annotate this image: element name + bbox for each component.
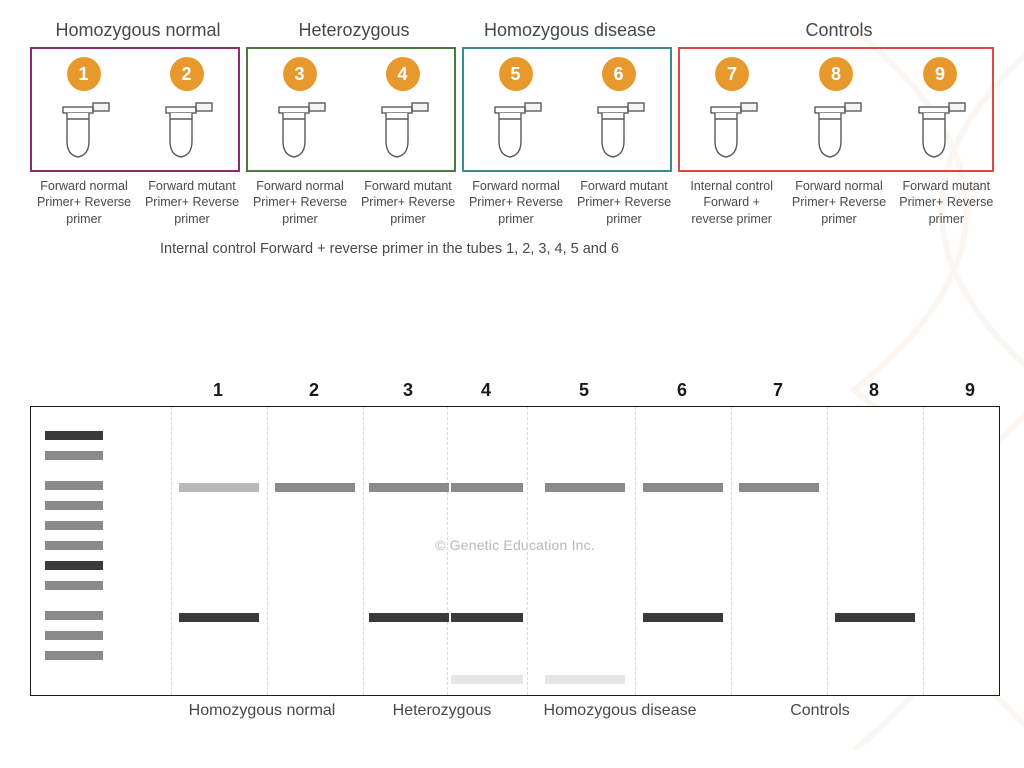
tubes-panel: Homozygous normalHeterozygousHomozygous … <box>30 20 1000 257</box>
tube-cell: 8 <box>809 57 863 164</box>
lane-number: 4 <box>481 380 491 401</box>
gel-band <box>451 483 523 492</box>
gel-band <box>179 483 259 492</box>
tube-cell: 6 <box>592 57 646 164</box>
lane-number: 7 <box>773 380 783 401</box>
group-box: 5 6 <box>462 47 672 172</box>
tube-cell: 1 <box>57 57 111 164</box>
gel-band <box>275 483 355 492</box>
tube-icon <box>273 97 327 164</box>
tube-label: Forward mutant Primer+ Reverse primer <box>893 178 1000 227</box>
group-box: 7 8 9 <box>678 47 994 172</box>
lane-separator <box>827 407 828 695</box>
group-box: 3 4 <box>246 47 456 172</box>
tube-label: Forward normal Primer+ Reverse primer <box>246 178 354 227</box>
lane-number: 5 <box>579 380 589 401</box>
tube-number-badge: 7 <box>715 57 749 91</box>
lane-number: 6 <box>677 380 687 401</box>
tube-number-badge: 1 <box>67 57 101 91</box>
tube-label: Forward normal Primer+ Reverse primer <box>30 178 138 227</box>
tube-icon <box>376 97 430 164</box>
tube-icon <box>57 97 111 164</box>
lane-separator <box>267 407 268 695</box>
gel-band <box>369 483 449 492</box>
lane-separator <box>363 407 364 695</box>
ladder-band <box>45 541 103 550</box>
ladder-band <box>45 611 103 620</box>
lane-separator <box>923 407 924 695</box>
lane-separator <box>447 407 448 695</box>
tube-icon <box>489 97 543 164</box>
tube-label: Forward normal Primer+ Reverse primer <box>462 178 570 227</box>
group-title: Controls <box>678 20 1000 41</box>
gel-band <box>451 613 523 622</box>
tube-number-badge: 2 <box>170 57 204 91</box>
gel-band <box>451 675 523 684</box>
ladder-band <box>45 651 103 660</box>
gel-bottom-label: Homozygous normal <box>189 702 336 720</box>
lane-separator <box>731 407 732 695</box>
gel-band <box>835 613 915 622</box>
tube-icon <box>809 97 863 164</box>
tube-icon <box>592 97 646 164</box>
group-box: 1 2 <box>30 47 240 172</box>
gel-bottom-label: Heterozygous <box>393 702 492 720</box>
tube-number-badge: 9 <box>923 57 957 91</box>
tube-number-badge: 5 <box>499 57 533 91</box>
gel-bottom-label: Homozygous disease <box>544 702 697 720</box>
gel-band <box>643 483 723 492</box>
tube-icon <box>705 97 759 164</box>
group-title: Homozygous disease <box>462 20 678 41</box>
tube-icon <box>160 97 214 164</box>
tube-number-badge: 6 <box>602 57 636 91</box>
ladder-band <box>45 501 103 510</box>
watermark-text: © Genetic Education Inc. <box>435 537 595 553</box>
tube-number-badge: 4 <box>386 57 420 91</box>
gel-band <box>545 675 625 684</box>
gel-bottom-label: Controls <box>790 702 850 720</box>
ladder-band <box>45 521 103 530</box>
gel-band <box>739 483 819 492</box>
lane-number: 9 <box>965 380 975 401</box>
tube-number-badge: 3 <box>283 57 317 91</box>
group-title: Heterozygous <box>246 20 462 41</box>
tube-number-badge: 8 <box>819 57 853 91</box>
tube-icon <box>913 97 967 164</box>
gel-band <box>369 613 449 622</box>
tube-label: Forward mutant Primer+ Reverse primer <box>138 178 246 227</box>
tube-cell: 7 <box>705 57 759 164</box>
ladder-band <box>45 561 103 570</box>
lane-number: 1 <box>213 380 223 401</box>
ladder-band <box>45 631 103 640</box>
internal-control-note: Internal control Forward + reverse prime… <box>160 241 1000 257</box>
ladder-band <box>45 481 103 490</box>
tube-label: Internal control Forward + reverse prime… <box>678 178 785 227</box>
tube-cell: 4 <box>376 57 430 164</box>
gel-band <box>643 613 723 622</box>
lane-separator <box>635 407 636 695</box>
tube-cell: 9 <box>913 57 967 164</box>
lane-number: 3 <box>403 380 413 401</box>
lane-separator <box>171 407 172 695</box>
tube-cell: 2 <box>160 57 214 164</box>
lane-number: 8 <box>869 380 879 401</box>
tube-cell: 3 <box>273 57 327 164</box>
ladder-band <box>45 431 103 440</box>
lane-separator <box>527 407 528 695</box>
ladder-band <box>45 451 103 460</box>
tube-label: Forward normal Primer+ Reverse primer <box>785 178 892 227</box>
lane-number: 2 <box>309 380 319 401</box>
gel-band <box>179 613 259 622</box>
tube-label: Forward mutant Primer+ Reverse primer <box>570 178 678 227</box>
gel-panel: 1 2 3 4 5 6 7 8 9 © Genetic Education Inc. Homoz… <box>30 380 1000 730</box>
tube-cell: 5 <box>489 57 543 164</box>
tube-label: Forward mutant Primer+ Reverse primer <box>354 178 462 227</box>
gel-box: © Genetic Education Inc. <box>30 406 1000 696</box>
group-title: Homozygous normal <box>30 20 246 41</box>
gel-band <box>545 483 625 492</box>
ladder-band <box>45 581 103 590</box>
